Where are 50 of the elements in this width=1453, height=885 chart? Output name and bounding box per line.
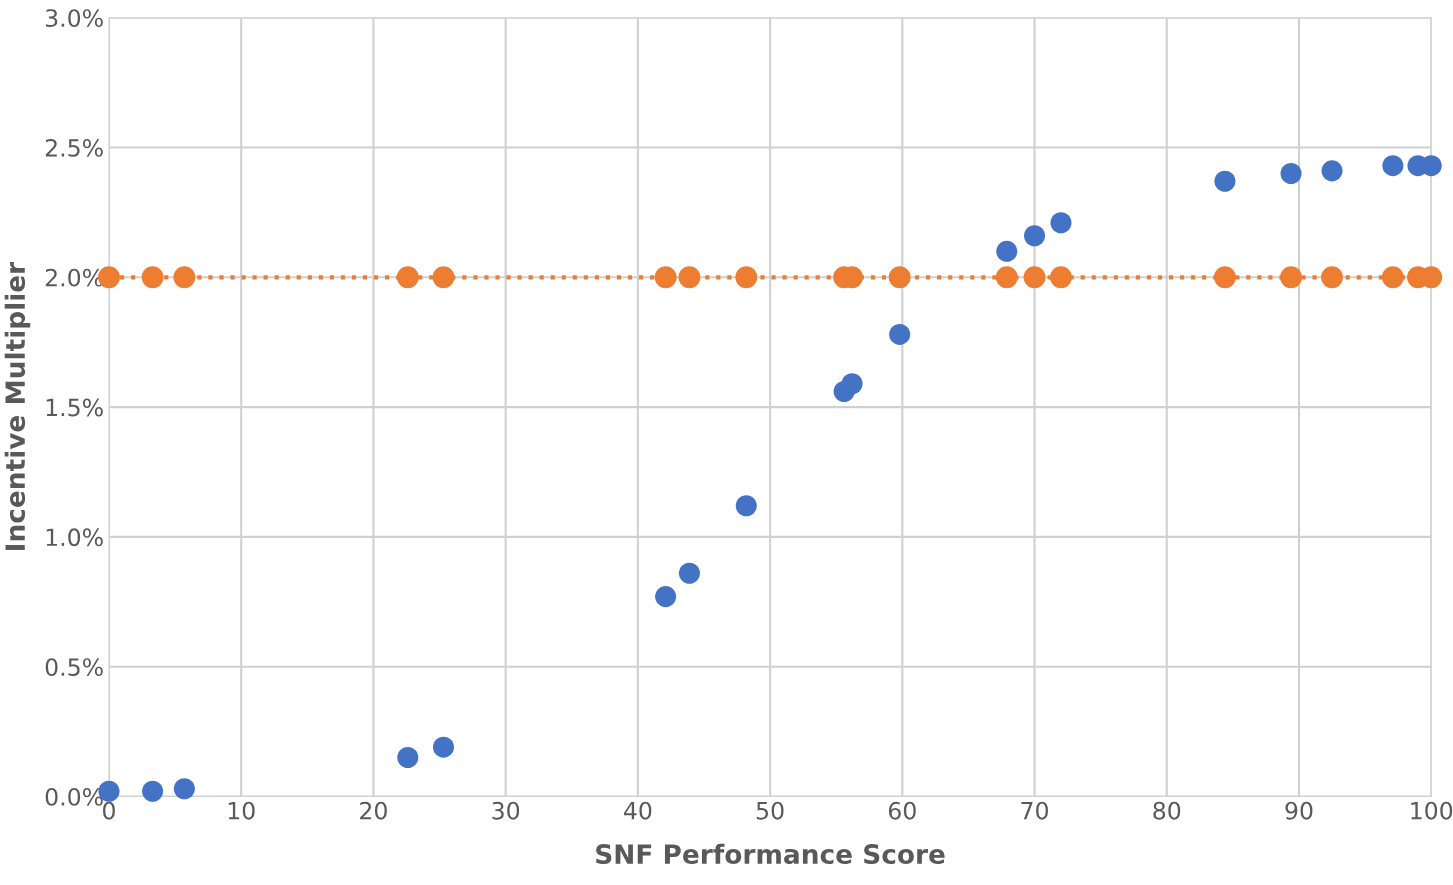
x-tick-label: 20 [360,801,387,820]
point [655,586,677,608]
y-tick-label: 3.0% [45,9,103,28]
x-tick-label: 100 [1411,801,1453,820]
point [996,240,1018,262]
y-tick-label: 2.5% [45,138,103,157]
point [141,266,164,289]
x-tick-label: 80 [1153,801,1181,820]
y-tick-label: 0.5% [45,658,103,677]
point [432,266,455,289]
point [396,266,419,289]
point [1280,266,1302,289]
point [1214,266,1236,289]
point [173,778,195,800]
point [1023,266,1046,289]
point [841,373,863,395]
y-tick-label: 1.0% [46,528,103,547]
x-tick-label: 50 [756,801,784,820]
point [735,495,757,517]
point [888,266,911,289]
point [995,266,1018,289]
point [1214,170,1236,192]
point [1382,155,1404,177]
point [397,747,419,769]
point [1321,266,1343,289]
point [1321,160,1343,182]
point [678,562,700,584]
point [1050,212,1072,234]
x-tick-label: 60 [888,801,916,820]
point [173,266,196,289]
x-tick-label: 90 [1285,801,1313,820]
point [678,266,701,289]
x-tick-label: 40 [624,801,652,820]
x-axis-title: SNF Performance Score [596,843,945,865]
x-tick-label: 0 [103,801,115,820]
point [1024,225,1046,247]
x-tick-label: 70 [1021,801,1048,820]
point [889,323,911,345]
x-tick-label: 10 [228,801,255,820]
point [654,266,677,289]
y-tick-label: 1.5% [46,398,103,417]
point [1280,162,1302,184]
point [1050,266,1072,289]
point [142,780,164,802]
y-axis-title: Incentive Multiplier [4,261,31,550]
x-tick-label: 30 [492,801,520,820]
point [1381,266,1404,289]
point [735,266,758,289]
y-tick-label: 0.0% [45,787,103,806]
point [432,736,455,758]
